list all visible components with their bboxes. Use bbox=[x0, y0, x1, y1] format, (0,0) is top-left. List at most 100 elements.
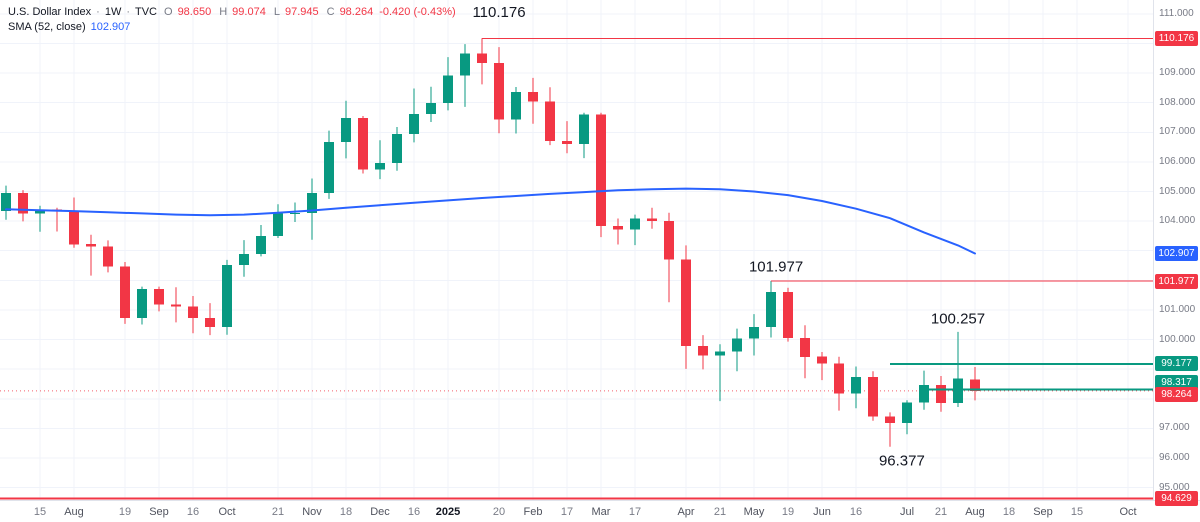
candle-body bbox=[528, 91, 538, 102]
time-axis-label: 16 bbox=[849, 506, 863, 518]
candle-body bbox=[239, 254, 249, 265]
time-axis-label: Mar bbox=[591, 506, 611, 518]
candle-body bbox=[86, 244, 96, 247]
price-axis-label: 108.000 bbox=[1159, 97, 1196, 108]
candle-body bbox=[902, 402, 912, 423]
candle-body bbox=[715, 351, 725, 356]
time-axis-label: Sep bbox=[1033, 506, 1053, 518]
time-axis-label: 21 bbox=[271, 506, 285, 518]
time-axis-label: 21 bbox=[713, 506, 727, 518]
candle-body bbox=[698, 346, 708, 356]
price-axis-label: 104.000 bbox=[1159, 215, 1196, 226]
candle-body bbox=[630, 218, 640, 230]
candle-body bbox=[290, 212, 300, 214]
candle-body bbox=[494, 62, 504, 120]
candle-body bbox=[596, 114, 606, 226]
exchange-label: TVC bbox=[135, 6, 157, 18]
time-axis-label: Aug bbox=[965, 506, 985, 518]
time-axis-label: Sep bbox=[149, 506, 169, 518]
candle-body bbox=[171, 304, 181, 307]
time-axis-label: Oct bbox=[1119, 506, 1137, 518]
time-axis-label: Aug bbox=[64, 506, 84, 518]
candle-body bbox=[664, 220, 674, 260]
change-value: -0.420 (-0.43%) bbox=[379, 6, 456, 18]
candle-body bbox=[919, 385, 929, 403]
price-badge: 94.629 bbox=[1155, 491, 1198, 506]
price-badge: 110.176 bbox=[1155, 31, 1198, 46]
price-badge: 99.177 bbox=[1155, 356, 1198, 371]
close-key: C bbox=[326, 6, 335, 18]
candle-body bbox=[681, 259, 691, 346]
time-axis-label: 17 bbox=[560, 506, 574, 518]
candle-body bbox=[222, 264, 232, 328]
time-axis-label: Oct bbox=[218, 506, 236, 518]
candle-body bbox=[953, 378, 963, 404]
candle-body bbox=[460, 53, 470, 76]
candlestick-chart[interactable]: 110.176 101.977 100.257 96.377 bbox=[0, 0, 1153, 500]
price-axis-label: 106.000 bbox=[1159, 156, 1196, 167]
candle-body bbox=[851, 376, 861, 394]
high-value: 99.074 bbox=[232, 6, 266, 18]
symbol-legend[interactable]: U.S. Dollar Index · 1W · TVC O 98.650 H … bbox=[8, 5, 456, 35]
time-axis-label: 20 bbox=[492, 506, 506, 518]
time-axis-label: Feb bbox=[523, 506, 543, 518]
price-badge: 98.264 bbox=[1155, 387, 1198, 402]
candle-body bbox=[970, 379, 980, 391]
candle-body bbox=[409, 114, 419, 134]
time-axis-label: 19 bbox=[118, 506, 132, 518]
high-key: H bbox=[219, 6, 228, 18]
open-key: O bbox=[164, 6, 173, 18]
candle-body bbox=[154, 289, 164, 305]
candle-body bbox=[749, 327, 759, 339]
sma-indicator-label[interactable]: SMA (52, close) bbox=[8, 21, 86, 33]
price-axis-label: 100.000 bbox=[1159, 334, 1196, 345]
candle-body bbox=[375, 162, 385, 170]
time-axis-label: Dec bbox=[370, 506, 390, 518]
chart-pane[interactable]: 110.176 101.977 100.257 96.377 U.S. Dollar … bbox=[0, 0, 1153, 500]
candle-body bbox=[103, 246, 113, 267]
candle-body bbox=[18, 193, 28, 214]
legend-separator: · bbox=[96, 6, 100, 18]
candle-body bbox=[137, 289, 147, 319]
price-axis-label: 105.000 bbox=[1159, 186, 1196, 197]
candle-body bbox=[766, 292, 776, 328]
sma-line[interactable] bbox=[5, 187, 976, 255]
time-axis-label: May bbox=[743, 506, 765, 518]
price-axis[interactable]: 111.000 109.000 108.000 107.000 106.000 105.0… bbox=[1153, 0, 1200, 506]
candle-body bbox=[188, 306, 198, 319]
time-axis-label: 19 bbox=[781, 506, 795, 518]
time-axis-label: 16 bbox=[186, 506, 200, 518]
time-axis-label: 18 bbox=[339, 506, 353, 518]
sma-indicator-value: 102.907 bbox=[90, 21, 131, 33]
price-badge: 98.317 bbox=[1155, 375, 1198, 390]
candle-body bbox=[477, 53, 487, 63]
candle-body bbox=[936, 385, 946, 404]
candle-body bbox=[579, 114, 589, 144]
time-axis-label: 21 bbox=[934, 506, 948, 518]
candle-body bbox=[256, 236, 266, 254]
candle-body bbox=[885, 416, 895, 423]
time-axis-label: 15 bbox=[33, 506, 47, 518]
price-annotation: 100.257 bbox=[931, 310, 985, 327]
indicator-legend-row[interactable]: SMA (52, close) 102.907 bbox=[8, 20, 456, 35]
legend-separator: · bbox=[126, 6, 130, 18]
candle-body bbox=[35, 209, 45, 214]
candle-body bbox=[511, 91, 521, 120]
candle-body bbox=[341, 117, 351, 143]
price-badge: 102.907 bbox=[1155, 246, 1198, 261]
interval-label[interactable]: 1W bbox=[104, 6, 122, 18]
symbol-legend-row: U.S. Dollar Index · 1W · TVC O 98.650 H … bbox=[8, 5, 456, 20]
price-axis-label: 95.000 bbox=[1159, 482, 1190, 493]
price-axis-label: 96.000 bbox=[1159, 452, 1190, 463]
price-annotation: 101.977 bbox=[749, 259, 803, 276]
symbol-title: U.S. Dollar Index bbox=[8, 6, 92, 18]
candle-body bbox=[69, 211, 79, 245]
candle-body bbox=[392, 133, 402, 163]
time-axis-label: Jun bbox=[813, 506, 831, 518]
low-value: 97.945 bbox=[284, 6, 319, 18]
time-axis[interactable]: 15 Aug 19 Sep 16 Oct 21 Nov 18 Dec 16 2025 20 Feb 17 Ma… bbox=[0, 500, 1200, 522]
candle-body bbox=[647, 218, 657, 221]
time-axis-label: 16 bbox=[407, 506, 421, 518]
price-axis-label: 109.000 bbox=[1159, 67, 1196, 78]
